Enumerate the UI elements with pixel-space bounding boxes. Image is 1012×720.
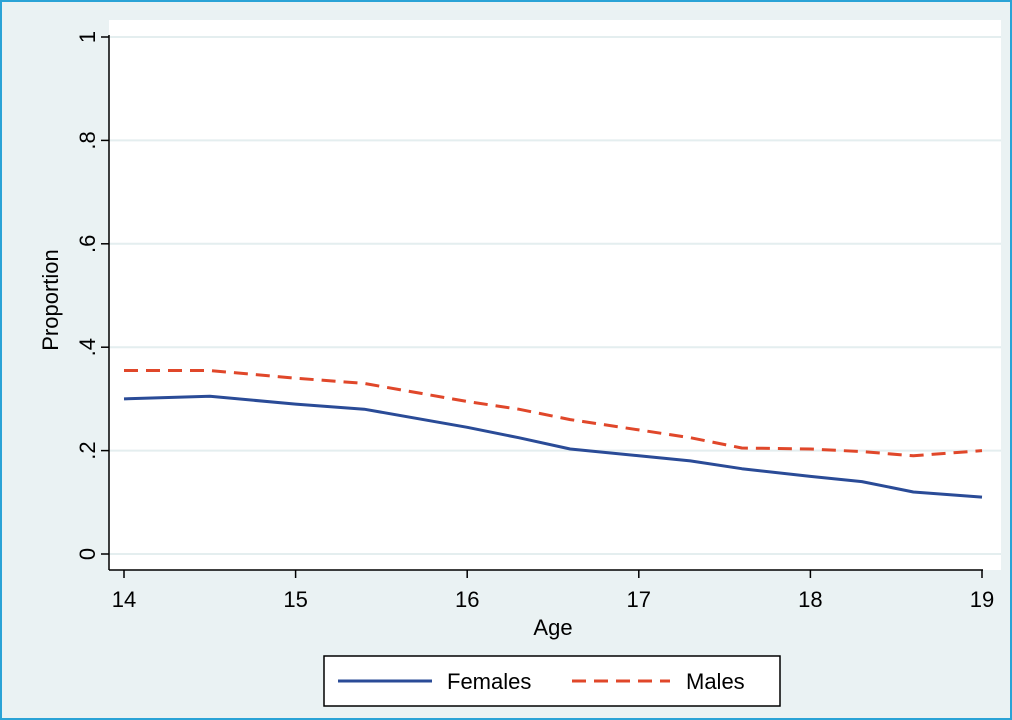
series-line-males	[124, 369, 983, 458]
x-tick-label: 16	[455, 587, 479, 612]
y-tick-label: 1	[75, 31, 100, 43]
x-axis-label: Age	[533, 615, 572, 640]
x-tick-label: 18	[798, 587, 822, 612]
y-tick-label: .8	[75, 131, 100, 149]
y-tick-label: .2	[75, 441, 100, 459]
x-tick-label: 19	[970, 587, 994, 612]
y-tick-label: 0	[75, 548, 100, 560]
legend-items: Females Males	[338, 669, 745, 694]
y-axis-label: Proportion	[38, 249, 63, 351]
plot-area	[109, 20, 1001, 570]
series-line-females	[123, 394, 983, 499]
x-tick-label: 17	[627, 587, 651, 612]
series-lines	[123, 369, 983, 499]
legend: Females Males	[323, 655, 781, 707]
axes: 0 .2 .4 .6 .8 1 14 15 16 17 18 19	[75, 31, 994, 612]
x-tick-label: 15	[283, 587, 307, 612]
legend-label-females: Females	[447, 669, 531, 694]
x-tick-label: 14	[112, 587, 136, 612]
y-tick-label: .4	[75, 338, 100, 356]
legend-label-males: Males	[686, 669, 745, 694]
y-tick-label: .6	[75, 235, 100, 253]
